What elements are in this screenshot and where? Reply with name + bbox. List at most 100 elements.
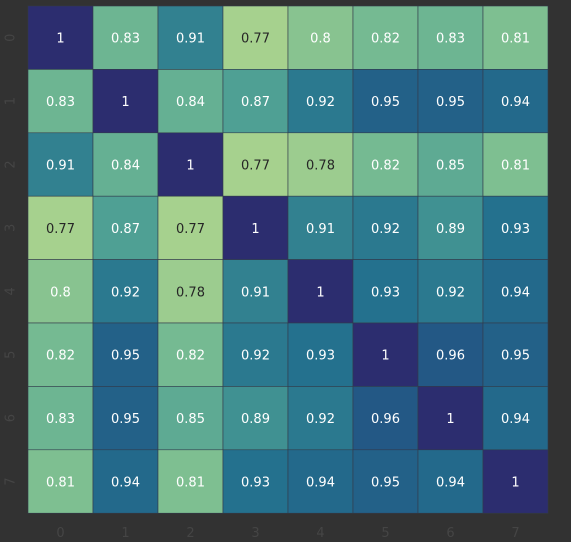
cell-label-5-7: 0.95 [501,349,530,364]
cell-label-2-4: 0.78 [306,159,335,174]
heatmap-cell-1-7 [482,69,549,134]
cell-label-3-3: 1 [251,222,259,237]
heatmap-cell-0-2 [157,5,224,70]
cell-label-3-2: 0.77 [176,222,205,237]
heatmap-cell-6-6 [417,386,484,451]
cell-label-6-7: 0.94 [501,412,530,427]
heatmap-cell-4-0 [27,259,94,324]
cell-label-7-1: 0.94 [111,476,140,491]
cell-label-0-6: 0.83 [436,32,465,47]
cell-annotations: 1 0.83 0.91 0.77 0.8 0.82 0.83 0.810.83 1 0.84 0.8… [46,32,530,491]
heatmap-cell-3-5 [352,195,419,260]
heatmap-cell-4-7 [482,259,549,324]
heatmap-cell-7-0 [27,449,94,514]
heatmap-cell-3-7 [482,195,549,260]
heatmap-cell-5-7 [482,322,549,387]
cell-label-3-5: 0.92 [371,222,400,237]
heatmap-cell-4-2 [157,259,224,324]
cell-label-1-1: 1 [121,95,129,110]
heatmap-cell-4-3 [222,259,289,324]
heatmap-cell-0-6 [417,5,484,70]
cell-label-2-2: 1 [186,159,194,174]
x-tick-label-0: 0 [56,526,64,541]
y-tick-label-6: 6 [4,414,19,422]
cell-label-7-2: 0.81 [176,476,205,491]
cell-label-7-0: 0.81 [46,476,75,491]
heatmap-cell-1-6 [417,69,484,134]
heatmap-cell-1-1 [92,69,159,134]
heatmap-cell-6-4 [287,386,354,451]
cell-label-5-3: 0.92 [241,349,270,364]
cell-label-1-2: 0.84 [176,95,205,110]
cell-label-0-1: 0.83 [111,32,140,47]
cell-label-3-1: 0.87 [111,222,140,237]
cell-label-4-7: 0.94 [501,285,530,300]
cell-label-5-5: 1 [381,349,389,364]
cell-label-3-7: 0.93 [501,222,530,237]
cell-label-5-2: 0.82 [176,349,205,364]
cell-label-3-4: 0.91 [306,222,335,237]
heatmap-cell-2-4 [287,132,354,197]
heatmap-cell-6-5 [352,386,419,451]
x-tick-label-4: 4 [316,526,324,541]
heatmap-cells [27,5,549,514]
x-tick-label-3: 3 [251,526,259,541]
cell-label-4-1: 0.92 [111,285,140,300]
heatmap-cell-0-0 [27,5,94,70]
heatmap-cell-7-2 [157,449,224,514]
heatmap-cell-7-7 [482,449,549,514]
heatmap-cell-7-3 [222,449,289,514]
cell-label-0-3: 0.77 [241,32,270,47]
cell-label-1-3: 0.87 [241,95,270,110]
cell-label-1-4: 0.92 [306,95,335,110]
heatmap-cell-5-6 [417,322,484,387]
cell-label-2-0: 0.91 [46,159,75,174]
cell-label-4-6: 0.92 [436,285,465,300]
heatmap-cell-6-3 [222,386,289,451]
heatmap-cell-7-4 [287,449,354,514]
y-tick-label-3: 3 [4,224,19,232]
heatmap-cell-0-3 [222,5,289,70]
heatmap-cell-1-5 [352,69,419,134]
heatmap-cell-1-0 [27,69,94,134]
cell-label-5-4: 0.93 [306,349,335,364]
heatmap-cell-1-4 [287,69,354,134]
y-tick-label-0: 0 [4,34,19,42]
heatmap-cell-5-3 [222,322,289,387]
heatmap-cell-5-0 [27,322,94,387]
cell-label-4-4: 1 [316,285,324,300]
cell-label-5-0: 0.82 [46,349,75,364]
heatmap-cell-5-2 [157,322,224,387]
x-tick-label-1: 1 [121,526,129,541]
heatmap-cell-0-7 [482,5,549,70]
heatmap-cell-2-0 [27,132,94,197]
y-tick-label-1: 1 [4,97,19,105]
heatmap-cell-4-1 [92,259,159,324]
cell-label-6-4: 0.92 [306,412,335,427]
cell-label-2-6: 0.85 [436,159,465,174]
y-tick-label-5: 5 [4,351,19,359]
heatmap-cell-7-1 [92,449,159,514]
heatmap-cell-2-6 [417,132,484,197]
cell-label-2-1: 0.84 [111,159,140,174]
cell-label-2-7: 0.81 [501,159,530,174]
x-tick-label-2: 2 [186,526,194,541]
cell-label-7-4: 0.94 [306,476,335,491]
cell-label-4-5: 0.93 [371,285,400,300]
heatmap-cell-2-5 [352,132,419,197]
x-tick-label-5: 5 [381,526,389,541]
cell-label-0-4: 0.8 [310,32,331,47]
y-tick-label-4: 4 [4,287,19,295]
y-tick-label-7: 7 [4,477,19,485]
cell-label-7-7: 1 [511,476,519,491]
cell-label-5-1: 0.95 [111,349,140,364]
heatmap-cell-6-7 [482,386,549,451]
heatmap-cell-7-6 [417,449,484,514]
cell-label-1-7: 0.94 [501,95,530,110]
cell-label-6-3: 0.89 [241,412,270,427]
cell-label-0-0: 1 [56,32,64,47]
heatmap-cell-2-3 [222,132,289,197]
heatmap-cell-3-4 [287,195,354,260]
cell-label-6-6: 1 [446,412,454,427]
